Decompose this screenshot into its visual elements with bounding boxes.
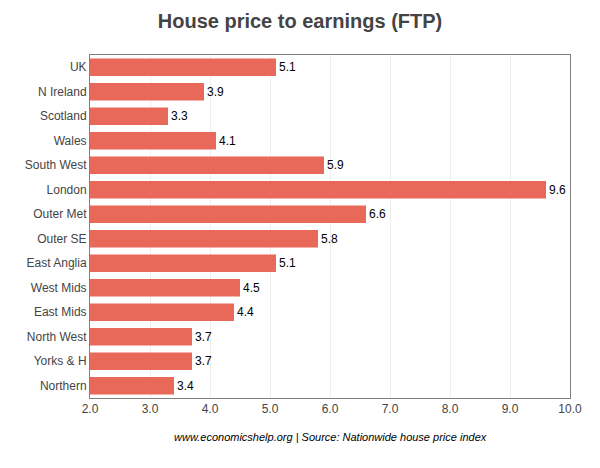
svg-text:Wales: Wales [54, 134, 87, 148]
svg-text:10.0: 10.0 [558, 402, 582, 416]
svg-text:South West: South West [25, 158, 87, 172]
svg-text:7.0: 7.0 [382, 402, 399, 416]
svg-text:East Anglia: East Anglia [27, 256, 87, 270]
svg-text:9.6: 9.6 [549, 183, 566, 197]
svg-text:Scotland: Scotland [40, 109, 87, 123]
svg-text:3.9: 3.9 [207, 85, 224, 99]
svg-text:5.1: 5.1 [279, 60, 296, 74]
svg-text:3.7: 3.7 [195, 330, 212, 344]
svg-text:3.3: 3.3 [171, 109, 188, 123]
svg-text:3.4: 3.4 [177, 379, 194, 393]
svg-text:House price to earnings (FTP): House price to earnings (FTP) [158, 10, 442, 32]
svg-text:2.0: 2.0 [82, 402, 99, 416]
svg-text:4.0: 4.0 [202, 402, 219, 416]
svg-text:4.1: 4.1 [219, 134, 236, 148]
svg-text:London: London [47, 183, 87, 197]
svg-text:East Mids: East Mids [34, 305, 87, 319]
svg-text:5.8: 5.8 [321, 232, 338, 246]
svg-text:4.4: 4.4 [237, 305, 254, 319]
svg-text:6.6: 6.6 [369, 207, 386, 221]
svg-text:3.0: 3.0 [142, 402, 159, 416]
svg-text:North West: North West [27, 330, 87, 344]
svg-text:8.0: 8.0 [442, 402, 459, 416]
svg-text:Yorks & H: Yorks & H [34, 354, 87, 368]
svg-text:5.9: 5.9 [327, 158, 344, 172]
svg-text:6.0: 6.0 [322, 402, 339, 416]
svg-text:West Mids: West Mids [31, 281, 87, 295]
svg-text:9.0: 9.0 [502, 402, 519, 416]
svg-text:Northern: Northern [40, 379, 87, 393]
svg-text:4.5: 4.5 [243, 281, 260, 295]
svg-text:www.economicshelp.org | Source: www.economicshelp.org | Source: Nationwi… [174, 431, 487, 443]
svg-text:Outer Met: Outer Met [33, 207, 87, 221]
svg-text:5.1: 5.1 [279, 256, 296, 270]
svg-text:Outer SE: Outer SE [37, 232, 86, 246]
svg-text:UK: UK [70, 60, 87, 74]
svg-text:5.0: 5.0 [262, 402, 279, 416]
svg-text:3.7: 3.7 [195, 354, 212, 368]
svg-text:N Ireland: N Ireland [38, 85, 87, 99]
